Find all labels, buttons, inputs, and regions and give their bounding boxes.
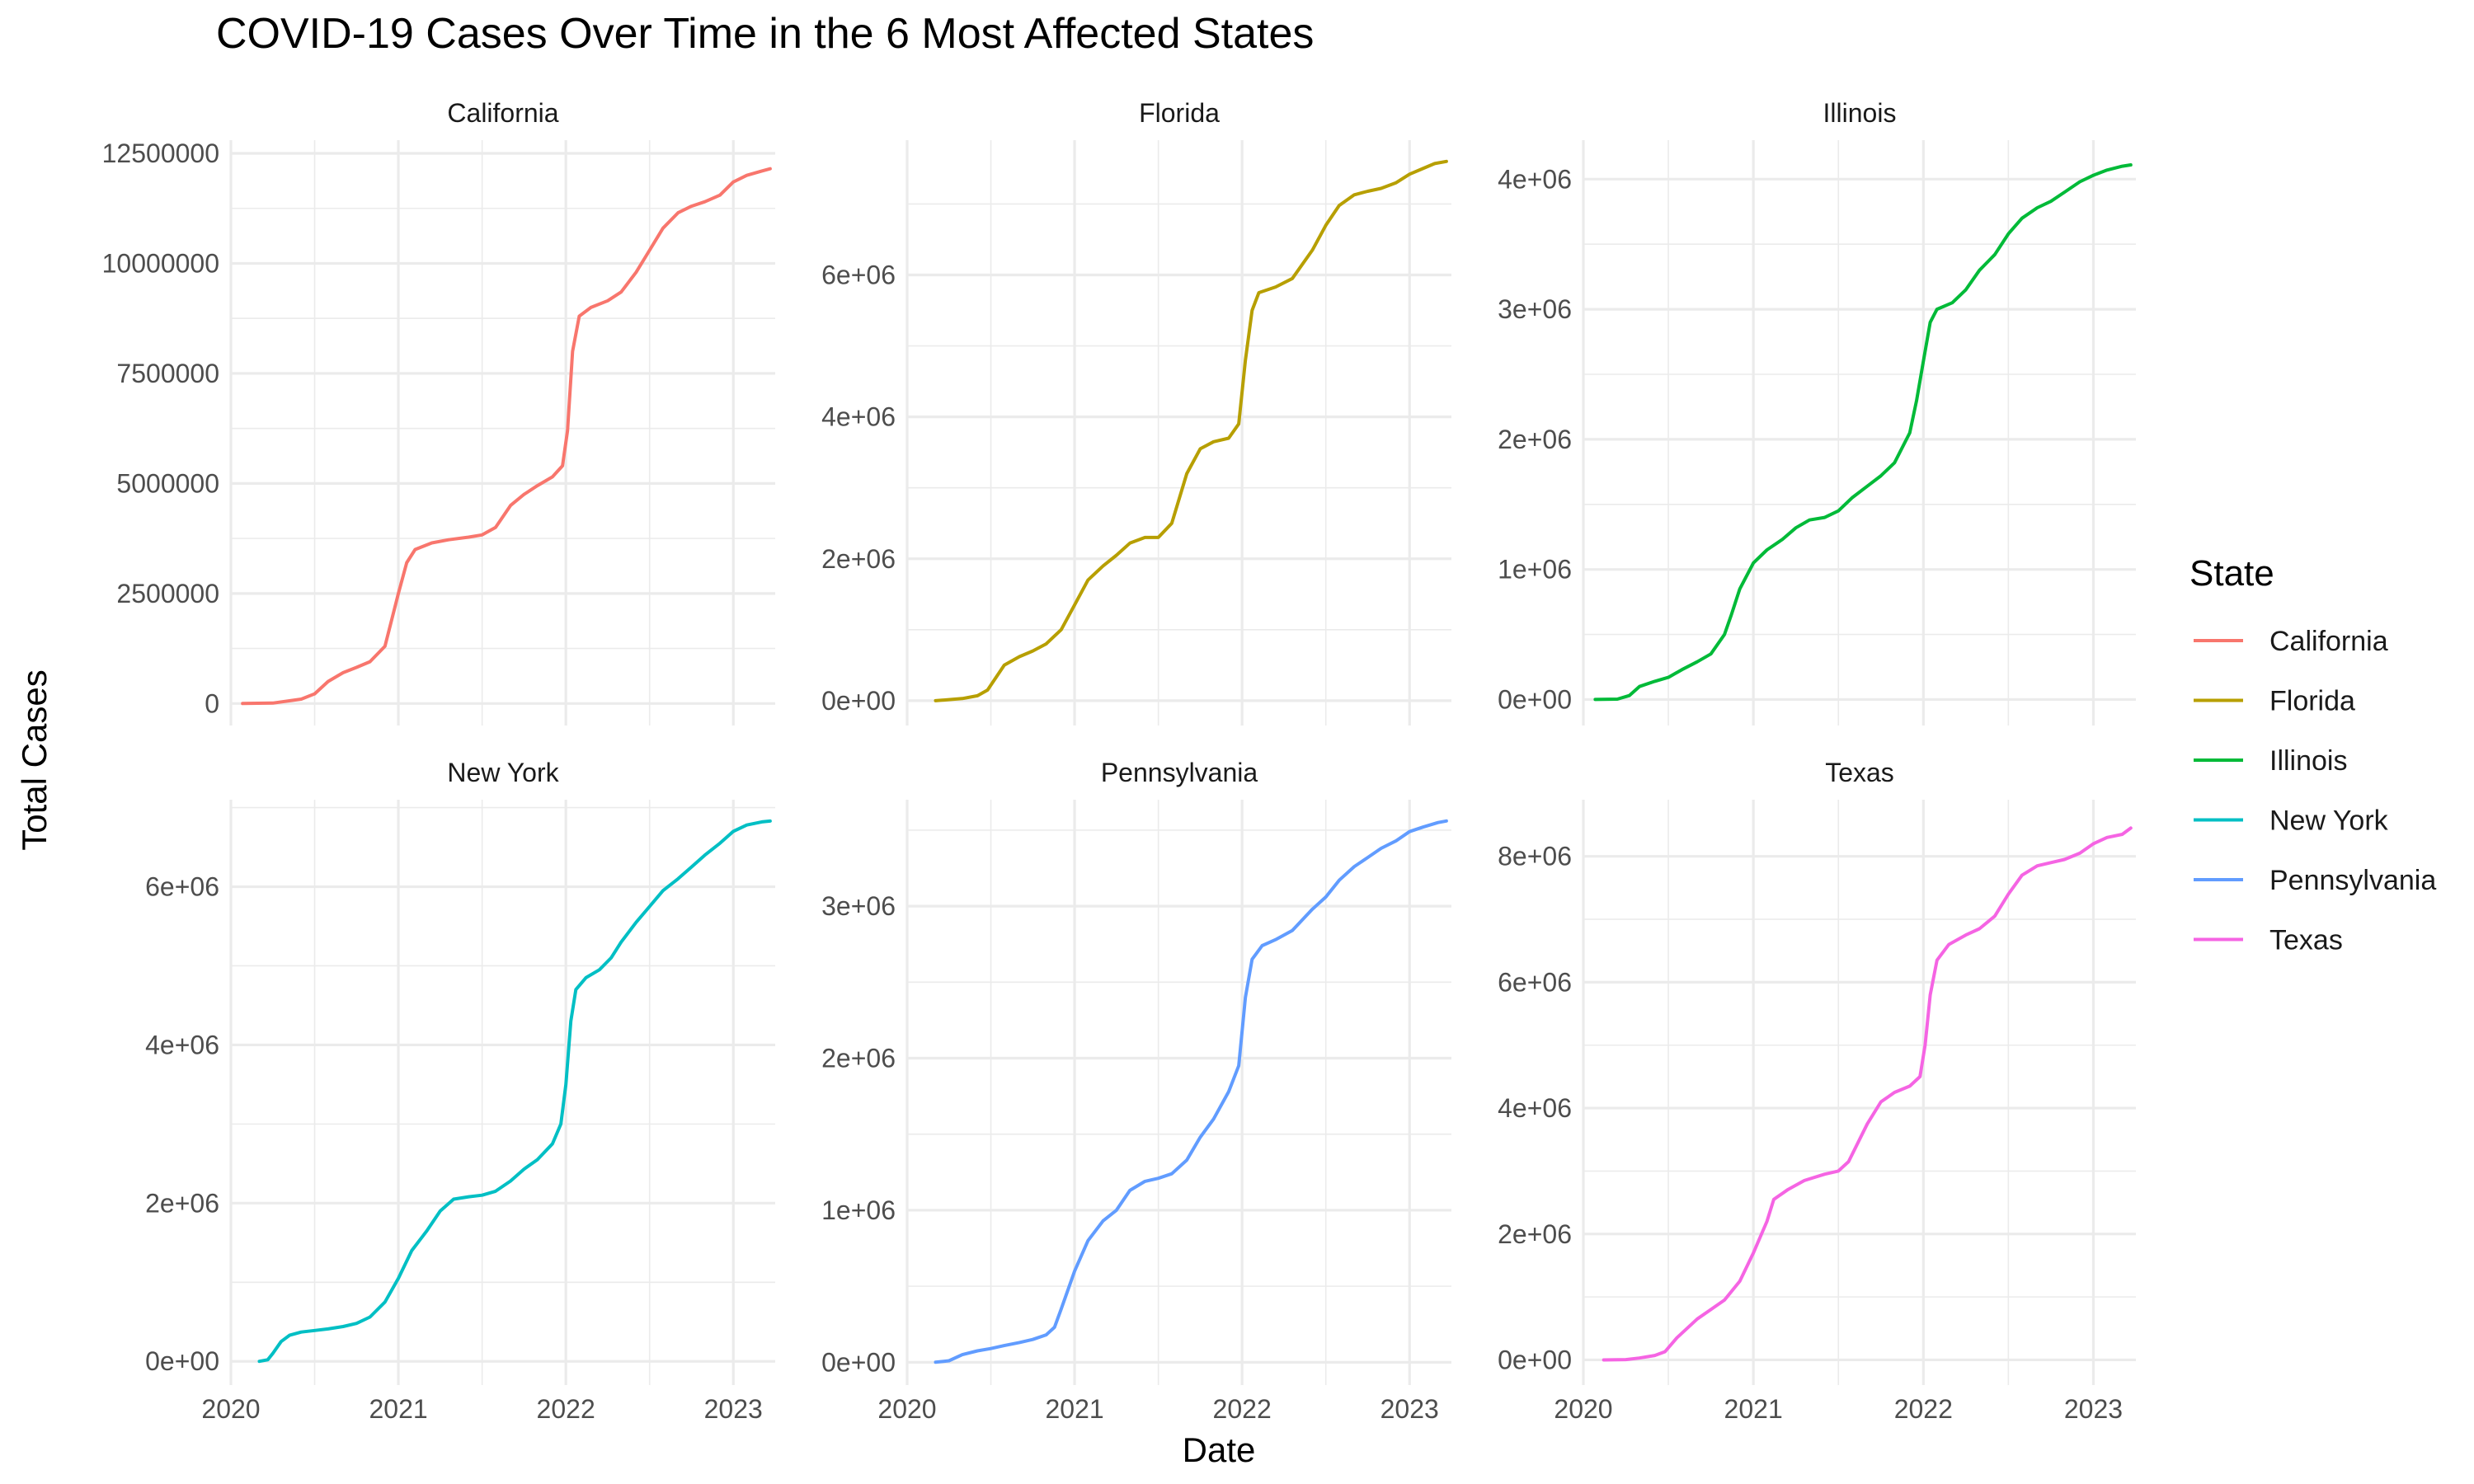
panel-texas: Texas 0e+00 2e+06 4e+06 6e+06 8e+06 2020 2021 20… <box>1498 758 2136 1424</box>
y-tick-label: 12500000 <box>102 139 219 168</box>
x-tick-label: 2021 <box>369 1394 427 1424</box>
x-tick-label: 2020 <box>201 1394 260 1424</box>
panel-strip-label: New York <box>447 758 559 787</box>
y-tick-label: 6e+06 <box>145 872 219 902</box>
x-tick-label: 2022 <box>1213 1394 1272 1424</box>
x-tick-label: 2023 <box>2064 1394 2123 1424</box>
y-tick-label: 4e+06 <box>821 402 896 432</box>
panel-strip-label: Pennsylvania <box>1101 758 1258 787</box>
panel-strip-label: California <box>447 98 558 128</box>
y-tick-label: 4e+06 <box>145 1030 219 1059</box>
y-tick-label: 8e+06 <box>1498 842 1572 871</box>
y-tick-label: 2500000 <box>116 579 219 608</box>
x-tick-label: 2023 <box>704 1394 763 1424</box>
legend-title: State <box>2189 553 2274 594</box>
y-tick-label: 0e+00 <box>821 686 896 716</box>
legend-item-california: California <box>2194 626 2388 657</box>
panel-illinois: Illinois 0e+00 1e+06 2e+06 3e+06 4e+06 <box>1498 98 2136 726</box>
legend-label-pennsylvania: Pennsylvania <box>2269 865 2436 896</box>
y-tick-label: 6e+06 <box>821 261 896 290</box>
x-tick-label: 2022 <box>1894 1394 1953 1424</box>
chart-title: COVID-19 Cases Over Time in the 6 Most A… <box>216 10 1314 58</box>
x-tick-label: 2023 <box>1380 1394 1439 1424</box>
legend-item-texas: Texas <box>2194 925 2343 956</box>
y-axis-title: Total Cases <box>15 669 54 850</box>
legend-label-illinois: Illinois <box>2269 745 2347 777</box>
legend-label-texas: Texas <box>2269 925 2343 956</box>
series-line-california <box>241 167 772 706</box>
series-line-texas <box>1602 826 2133 1362</box>
series-line-pennsylvania <box>934 819 1448 1364</box>
x-tick-label: 2021 <box>1724 1394 1783 1424</box>
panel-new-york: New York 0e+00 2e+06 4e+06 6e+06 2020 2021 2022… <box>145 758 775 1424</box>
y-tick-label: 5000000 <box>116 468 219 498</box>
x-tick-label: 2021 <box>1045 1394 1103 1424</box>
legend-label-new-york: New York <box>2269 805 2389 837</box>
y-tick-label: 3e+06 <box>1498 294 1572 324</box>
legend-label-california: California <box>2269 626 2388 657</box>
y-tick-label: 4e+06 <box>1498 1093 1572 1123</box>
y-tick-label: 0e+00 <box>1498 684 1572 714</box>
x-tick-label: 2020 <box>1554 1394 1612 1424</box>
y-tick-label: 0e+00 <box>1498 1345 1572 1374</box>
y-tick-label: 2e+06 <box>821 1044 896 1073</box>
x-axis-title: Date <box>1183 1430 1256 1469</box>
y-tick-label: 10000000 <box>102 248 219 278</box>
panel-california: California 0 2500000 5000000 7500000 10000000… <box>102 98 775 726</box>
y-tick-label: 3e+06 <box>821 891 896 921</box>
legend: California Florida Illinois New York Pennsyl… <box>2194 626 2436 956</box>
legend-label-florida: Florida <box>2269 686 2355 717</box>
legend-item-pennsylvania: Pennsylvania <box>2194 865 2436 896</box>
y-tick-label: 2e+06 <box>1498 1219 1572 1249</box>
legend-item-new-york: New York <box>2194 805 2389 837</box>
legend-item-illinois: Illinois <box>2194 745 2347 777</box>
y-tick-label: 2e+06 <box>145 1188 219 1218</box>
y-tick-label: 0e+00 <box>821 1347 896 1377</box>
panel-strip-label: Illinois <box>1823 98 1897 128</box>
y-tick-label: 6e+06 <box>1498 967 1572 997</box>
y-tick-label: 2e+06 <box>1498 425 1572 454</box>
y-tick-label: 0 <box>205 688 219 718</box>
y-tick-label: 2e+06 <box>821 544 896 574</box>
series-line-florida <box>934 159 1448 702</box>
y-tick-label: 0e+00 <box>145 1346 219 1376</box>
series-line-new-york <box>257 819 772 1364</box>
x-tick-label: 2020 <box>877 1394 936 1424</box>
panel-florida: Florida 0e+00 2e+06 4e+06 6e+06 <box>821 98 1451 726</box>
panel-strip-label: Texas <box>1825 758 1894 787</box>
y-tick-label: 7500000 <box>116 359 219 388</box>
y-tick-label: 1e+06 <box>821 1195 896 1225</box>
legend-item-florida: Florida <box>2194 686 2355 717</box>
x-tick-label: 2022 <box>537 1394 595 1424</box>
series-line-illinois <box>1593 163 2133 702</box>
y-tick-label: 4e+06 <box>1498 164 1572 194</box>
y-tick-label: 1e+06 <box>1498 555 1572 585</box>
facet-panels: California 0 2500000 5000000 7500000 10000000… <box>102 98 2136 1424</box>
panel-pennsylvania: Pennsylvania 0e+00 1e+06 2e+06 3e+06 2020 2021… <box>821 758 1451 1424</box>
panel-strip-label: Florida <box>1139 98 1220 128</box>
